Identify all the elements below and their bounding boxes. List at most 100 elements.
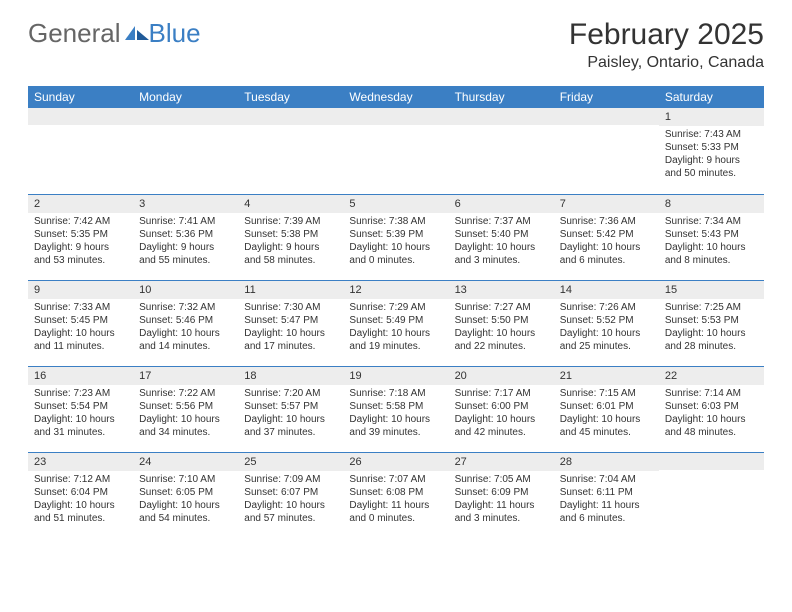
calendar-week: 2Sunrise: 7:42 AMSunset: 5:35 PMDaylight… bbox=[28, 194, 764, 280]
day-number bbox=[133, 108, 238, 125]
sunrise-line: Sunrise: 7:41 AM bbox=[139, 215, 232, 228]
day-header: Monday bbox=[133, 86, 238, 108]
sunset-line: Sunset: 6:01 PM bbox=[560, 400, 653, 413]
daylight-line: Daylight: 10 hours and 48 minutes. bbox=[665, 413, 758, 439]
day-number: 5 bbox=[343, 195, 448, 213]
calendar-cell: 25Sunrise: 7:09 AMSunset: 6:07 PMDayligh… bbox=[238, 452, 343, 538]
sunrise-line: Sunrise: 7:04 AM bbox=[560, 473, 653, 486]
daylight-line: Daylight: 10 hours and 54 minutes. bbox=[139, 499, 232, 525]
daylight-line: Daylight: 10 hours and 31 minutes. bbox=[34, 413, 127, 439]
sunset-line: Sunset: 6:05 PM bbox=[139, 486, 232, 499]
day-details: Sunrise: 7:37 AMSunset: 5:40 PMDaylight:… bbox=[449, 213, 554, 271]
month-title: February 2025 bbox=[569, 18, 764, 52]
day-number: 23 bbox=[28, 453, 133, 471]
calendar-cell: 10Sunrise: 7:32 AMSunset: 5:46 PMDayligh… bbox=[133, 280, 238, 366]
sunset-line: Sunset: 5:58 PM bbox=[349, 400, 442, 413]
day-details: Sunrise: 7:33 AMSunset: 5:45 PMDaylight:… bbox=[28, 299, 133, 357]
calendar-cell: 6Sunrise: 7:37 AMSunset: 5:40 PMDaylight… bbox=[449, 194, 554, 280]
daylight-line: Daylight: 10 hours and 3 minutes. bbox=[455, 241, 548, 267]
day-number: 15 bbox=[659, 281, 764, 299]
day-details: Sunrise: 7:38 AMSunset: 5:39 PMDaylight:… bbox=[343, 213, 448, 271]
calendar-table: Sunday Monday Tuesday Wednesday Thursday… bbox=[28, 86, 764, 538]
day-details: Sunrise: 7:15 AMSunset: 6:01 PMDaylight:… bbox=[554, 385, 659, 443]
location-label: Paisley, Ontario, Canada bbox=[569, 54, 764, 72]
day-details: Sunrise: 7:34 AMSunset: 5:43 PMDaylight:… bbox=[659, 213, 764, 271]
day-number: 20 bbox=[449, 367, 554, 385]
calendar-cell: 4Sunrise: 7:39 AMSunset: 5:38 PMDaylight… bbox=[238, 194, 343, 280]
page-header: General Blue February 2025 Paisley, Onta… bbox=[0, 0, 792, 80]
day-details bbox=[449, 125, 554, 131]
sunrise-line: Sunrise: 7:32 AM bbox=[139, 301, 232, 314]
sunset-line: Sunset: 5:36 PM bbox=[139, 228, 232, 241]
sunset-line: Sunset: 5:52 PM bbox=[560, 314, 653, 327]
sunset-line: Sunset: 5:39 PM bbox=[349, 228, 442, 241]
sunset-line: Sunset: 5:33 PM bbox=[665, 141, 758, 154]
calendar-cell: 7Sunrise: 7:36 AMSunset: 5:42 PMDaylight… bbox=[554, 194, 659, 280]
sunrise-line: Sunrise: 7:33 AM bbox=[34, 301, 127, 314]
day-details: Sunrise: 7:17 AMSunset: 6:00 PMDaylight:… bbox=[449, 385, 554, 443]
sunrise-line: Sunrise: 7:14 AM bbox=[665, 387, 758, 400]
daylight-line: Daylight: 10 hours and 45 minutes. bbox=[560, 413, 653, 439]
sunrise-line: Sunrise: 7:18 AM bbox=[349, 387, 442, 400]
sunrise-line: Sunrise: 7:27 AM bbox=[455, 301, 548, 314]
day-number: 28 bbox=[554, 453, 659, 471]
day-header-row: Sunday Monday Tuesday Wednesday Thursday… bbox=[28, 86, 764, 108]
day-number: 6 bbox=[449, 195, 554, 213]
sunset-line: Sunset: 5:43 PM bbox=[665, 228, 758, 241]
sunset-line: Sunset: 5:56 PM bbox=[139, 400, 232, 413]
calendar-cell: 24Sunrise: 7:10 AMSunset: 6:05 PMDayligh… bbox=[133, 452, 238, 538]
day-number: 12 bbox=[343, 281, 448, 299]
daylight-line: Daylight: 10 hours and 37 minutes. bbox=[244, 413, 337, 439]
day-details: Sunrise: 7:05 AMSunset: 6:09 PMDaylight:… bbox=[449, 471, 554, 529]
calendar-cell: 3 Sunrise: 7:41 AMSunset: 5:36 PMDaylight… bbox=[133, 194, 238, 280]
sunset-line: Sunset: 5:46 PM bbox=[139, 314, 232, 327]
sunrise-line: Sunrise: 7:10 AM bbox=[139, 473, 232, 486]
day-number bbox=[343, 108, 448, 125]
day-details: Sunrise: 7:32 AMSunset: 5:46 PMDaylight:… bbox=[133, 299, 238, 357]
day-details: Sunrise: 7:07 AMSunset: 6:08 PMDaylight:… bbox=[343, 471, 448, 529]
day-number: 19 bbox=[343, 367, 448, 385]
sunset-line: Sunset: 5:57 PM bbox=[244, 400, 337, 413]
day-number: 2 bbox=[28, 195, 133, 213]
day-details: Sunrise: 7:14 AMSunset: 6:03 PMDaylight:… bbox=[659, 385, 764, 443]
daylight-line: Daylight: 10 hours and 39 minutes. bbox=[349, 413, 442, 439]
daylight-line: Daylight: 10 hours and 11 minutes. bbox=[34, 327, 127, 353]
daylight-line: Daylight: 9 hours and 50 minutes. bbox=[665, 154, 758, 180]
daylight-line: Daylight: 10 hours and 42 minutes. bbox=[455, 413, 548, 439]
sunset-line: Sunset: 6:09 PM bbox=[455, 486, 548, 499]
day-details: Sunrise: 7:23 AMSunset: 5:54 PMDaylight:… bbox=[28, 385, 133, 443]
calendar-cell: 28Sunrise: 7:04 AMSunset: 6:11 PMDayligh… bbox=[554, 452, 659, 538]
calendar-cell bbox=[28, 108, 133, 194]
calendar-week: 1Sunrise: 7:43 AMSunset: 5:33 PMDaylight… bbox=[28, 108, 764, 194]
day-details: Sunrise: 7:25 AMSunset: 5:53 PMDaylight:… bbox=[659, 299, 764, 357]
day-number: 22 bbox=[659, 367, 764, 385]
day-number: 13 bbox=[449, 281, 554, 299]
calendar-cell: 16Sunrise: 7:23 AMSunset: 5:54 PMDayligh… bbox=[28, 366, 133, 452]
sunrise-line: Sunrise: 7:43 AM bbox=[665, 128, 758, 141]
day-details: Sunrise: 7:04 AMSunset: 6:11 PMDaylight:… bbox=[554, 471, 659, 529]
daylight-line: Daylight: 9 hours and 53 minutes. bbox=[34, 241, 127, 267]
sunrise-line: Sunrise: 7:36 AM bbox=[560, 215, 653, 228]
sunrise-line: Sunrise: 7:22 AM bbox=[139, 387, 232, 400]
sunrise-line: Sunrise: 7:26 AM bbox=[560, 301, 653, 314]
sunset-line: Sunset: 5:42 PM bbox=[560, 228, 653, 241]
calendar-cell: 17Sunrise: 7:22 AMSunset: 5:56 PMDayligh… bbox=[133, 366, 238, 452]
daylight-line: Daylight: 10 hours and 28 minutes. bbox=[665, 327, 758, 353]
title-block: February 2025 Paisley, Ontario, Canada bbox=[569, 18, 764, 72]
day-header: Friday bbox=[554, 86, 659, 108]
brand-logo: General Blue bbox=[28, 18, 201, 49]
day-number bbox=[238, 108, 343, 125]
sunrise-line: Sunrise: 7:17 AM bbox=[455, 387, 548, 400]
sunrise-line: Sunrise: 7:07 AM bbox=[349, 473, 442, 486]
calendar-cell: 15Sunrise: 7:25 AMSunset: 5:53 PMDayligh… bbox=[659, 280, 764, 366]
calendar-cell: 2Sunrise: 7:42 AMSunset: 5:35 PMDaylight… bbox=[28, 194, 133, 280]
daylight-line: Daylight: 9 hours and 55 minutes. bbox=[139, 241, 232, 267]
brand-part2: Blue bbox=[149, 18, 201, 49]
sunrise-line: Sunrise: 7:34 AM bbox=[665, 215, 758, 228]
daylight-line: Daylight: 11 hours and 3 minutes. bbox=[455, 499, 548, 525]
day-number: 3 bbox=[133, 195, 238, 213]
daylight-line: Daylight: 10 hours and 8 minutes. bbox=[665, 241, 758, 267]
day-header: Tuesday bbox=[238, 86, 343, 108]
daylight-line: Daylight: 11 hours and 6 minutes. bbox=[560, 499, 653, 525]
day-number: 11 bbox=[238, 281, 343, 299]
